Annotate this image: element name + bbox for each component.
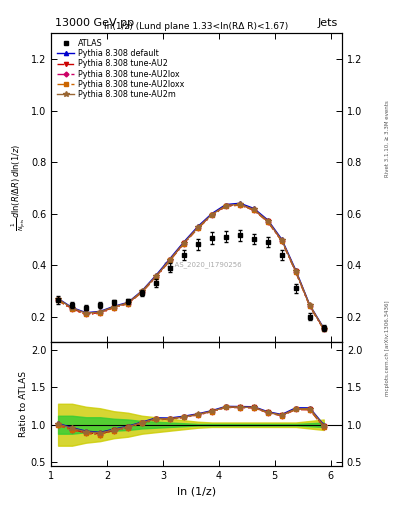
X-axis label: ln (1/z): ln (1/z)	[177, 486, 216, 496]
Text: ATLAS_2020_I1790256: ATLAS_2020_I1790256	[162, 262, 242, 268]
Y-axis label: Ratio to ATLAS: Ratio to ATLAS	[19, 371, 28, 437]
Legend: ATLAS, Pythia 8.308 default, Pythia 8.308 tune-AU2, Pythia 8.308 tune-AU2lox, Py: ATLAS, Pythia 8.308 default, Pythia 8.30…	[55, 37, 185, 100]
Text: mcplots.cern.ch [arXiv:1306.3436]: mcplots.cern.ch [arXiv:1306.3436]	[385, 301, 389, 396]
Text: Rivet 3.1.10, ≥ 3.3M events: Rivet 3.1.10, ≥ 3.3M events	[385, 100, 389, 177]
Y-axis label: $d^2 N_\mathrm{emissions}$
$\frac{1}{N_\mathrm{jets}}d\ln(R/\Delta R)\,d\ln(1/z): $d^2 N_\mathrm{emissions}$ $\frac{1}{N_\…	[0, 144, 28, 231]
Text: 13000 GeV pp: 13000 GeV pp	[55, 18, 134, 28]
Text: Jets: Jets	[318, 18, 338, 28]
Title: ln(1/z) (Lund plane 1.33<ln(RΔ R)<1.67): ln(1/z) (Lund plane 1.33<ln(RΔ R)<1.67)	[105, 22, 288, 31]
